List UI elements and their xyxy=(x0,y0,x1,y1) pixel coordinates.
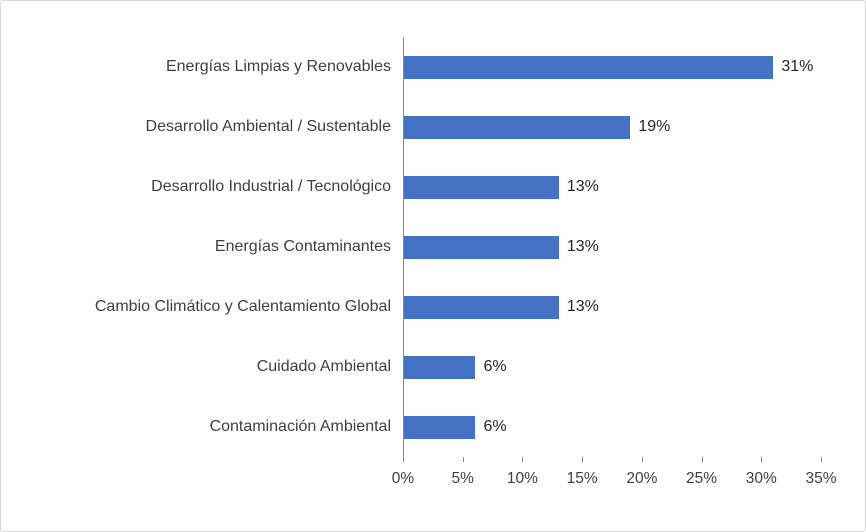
plot-area: 13% xyxy=(403,157,821,217)
x-axis-tick-label: 5% xyxy=(451,470,474,487)
x-axis-tick-mark xyxy=(403,457,404,462)
category-label: Energías Contaminantes xyxy=(214,238,391,255)
chart-row: Desarrollo Industrial / Tecnológico 13% xyxy=(15,157,821,217)
category-label: Cuidado Ambiental xyxy=(256,358,391,375)
value-label: 6% xyxy=(483,358,507,375)
x-axis-tick-label: 20% xyxy=(626,470,658,487)
category-label: Contaminación Ambiental xyxy=(209,418,391,435)
bar xyxy=(404,295,559,319)
x-axis-ticks: 0% 5% 10% 15% 20% 25% 30% 35% xyxy=(392,457,837,503)
bar xyxy=(404,235,559,259)
bar xyxy=(404,55,774,79)
bar xyxy=(404,355,476,379)
value-label: 31% xyxy=(781,58,814,75)
value-label: 13% xyxy=(566,238,599,255)
category-label: Cambio Climático y Calentamiento Global xyxy=(94,298,391,315)
plot-area: 6% xyxy=(403,337,821,397)
category-label: Desarrollo Industrial / Tecnológico xyxy=(151,178,391,195)
value-label: 19% xyxy=(638,118,671,135)
x-axis: 0% 5% 10% 15% 20% 25% 30% 35% xyxy=(15,457,837,503)
plot-area: 19% xyxy=(403,97,821,157)
x-axis-tick-mark xyxy=(701,457,703,462)
plot-area: 31% xyxy=(403,37,821,97)
chart-plot-rows: Energías Limpias y Renovables 31% Desarrol… xyxy=(15,37,821,457)
x-axis-tick-mark xyxy=(462,457,464,462)
bar xyxy=(404,415,476,439)
x-axis-tick-label: 35% xyxy=(805,470,837,487)
x-axis-tick-label: 0% xyxy=(391,470,415,487)
value-label: 13% xyxy=(566,298,599,315)
x-axis-tick-label: 25% xyxy=(686,470,718,487)
x-axis-tick-mark xyxy=(582,457,584,462)
chart-row: Energías Limpias y Renovables 31% xyxy=(15,37,821,97)
x-axis-tick-label: 30% xyxy=(745,470,777,487)
bar xyxy=(404,175,559,199)
x-axis-tick-mark xyxy=(641,457,643,462)
plot-area: 13% xyxy=(403,277,821,337)
x-axis-tick-label: 10% xyxy=(506,470,538,487)
x-axis-tick-mark xyxy=(761,457,763,462)
category-label: Desarrollo Ambiental / Sustentable xyxy=(145,118,391,135)
x-axis-tick-mark xyxy=(821,457,822,462)
plot-area: 6% xyxy=(403,397,821,457)
chart-row: Cambio Climático y Calentamiento Global 1… xyxy=(15,277,821,337)
chart-row: Energías Contaminantes 13% xyxy=(15,217,821,277)
chart-row: Contaminación Ambiental 6% xyxy=(15,397,821,457)
x-axis-spacer xyxy=(15,457,403,503)
chart-row: Desarrollo Ambiental / Sustentable 19% xyxy=(15,97,821,157)
value-label: 13% xyxy=(566,178,599,195)
category-label: Energías Limpias y Renovables xyxy=(165,58,391,75)
bar xyxy=(404,115,631,139)
value-label: 6% xyxy=(483,418,507,435)
x-axis-tick-mark xyxy=(522,457,524,462)
x-axis-tick-label: 15% xyxy=(566,470,598,487)
plot-area: 13% xyxy=(403,217,821,277)
chart-row: Cuidado Ambiental 6% xyxy=(15,337,821,397)
